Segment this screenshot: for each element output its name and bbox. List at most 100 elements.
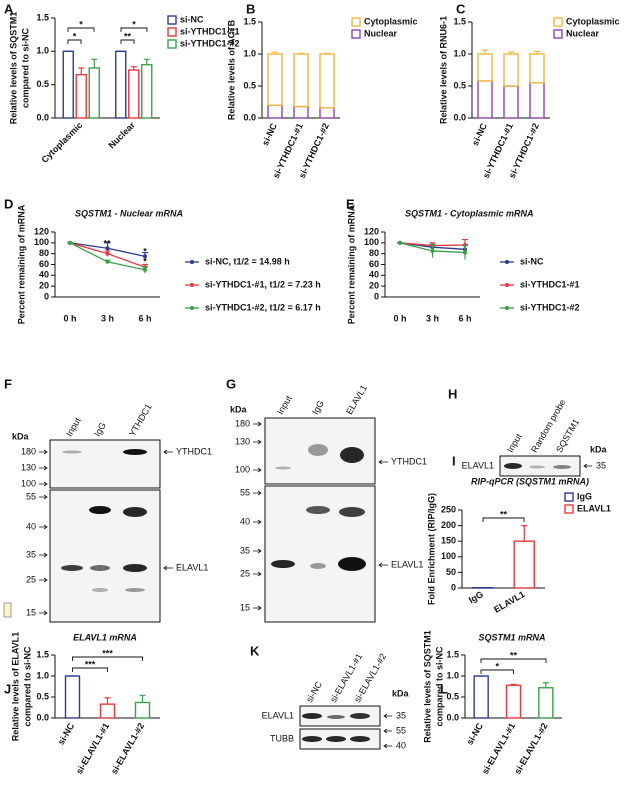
blot-band [350, 713, 370, 719]
chart-title: ELAVL1 mRNA [73, 632, 137, 642]
legend-marker [505, 306, 509, 310]
point [398, 240, 402, 245]
point [430, 248, 435, 253]
lane-label: YTHDC1 [127, 402, 154, 438]
marker-arrow [253, 519, 262, 525]
marker-arrow [253, 467, 262, 473]
y-tick-label: 150 [441, 536, 456, 546]
bar [64, 675, 81, 719]
blot-band [338, 557, 366, 571]
error-bar [91, 58, 98, 68]
marker-arrow [253, 421, 262, 427]
y-tick-label: 80 [39, 248, 49, 258]
panel-label: I [452, 453, 456, 468]
error-bar [510, 683, 517, 686]
significance-label: * [143, 246, 147, 256]
x-tick-label: Nuclear [106, 120, 137, 151]
significance-bracket [67, 39, 82, 44]
y-tick-label: 0.0 [453, 112, 466, 122]
marker-label: 35 [26, 549, 36, 559]
marker-label: 180 [235, 418, 250, 428]
legend-label: si-YTHDC1-#2 [180, 38, 240, 48]
blot-band [62, 450, 82, 454]
blot-band [504, 463, 522, 469]
y-axis-label: Percent remaining of mRNA [346, 204, 356, 324]
significance-label: ** [510, 650, 518, 660]
y-tick-label: 1.0 [243, 48, 256, 58]
error-bar [298, 52, 304, 54]
error-bar [508, 51, 514, 54]
y-tick-label: 0.5 [36, 691, 49, 701]
legend-label: ELAVL1 [577, 503, 611, 513]
significance-label: * [73, 31, 77, 41]
panel-label: D [4, 196, 13, 211]
x-tick-label: si-NC [260, 121, 279, 147]
chart-title: RIP-qPCR (SQSTM1 mRNA) [471, 476, 589, 486]
y-axis-label: compared to si-NC [20, 27, 30, 108]
y-tick-label: 120 [34, 226, 49, 236]
band-label: YTHDC1 [176, 446, 212, 456]
y-tick-label: 40 [39, 270, 49, 280]
legend-marker [190, 306, 194, 310]
y-axis-label: compared to si-NC [22, 646, 32, 727]
row-label: TUBB [270, 733, 294, 743]
bar [62, 50, 74, 119]
x-tick-label: si-NC [56, 721, 77, 747]
blot-membrane [499, 455, 581, 477]
significance-bracket [480, 658, 547, 663]
marker-label: 25 [26, 574, 36, 584]
y-axis-label: Percent remaining of mRNA [16, 204, 26, 324]
bar [128, 69, 140, 119]
y-tick-label: 0 [374, 291, 379, 301]
band-arrow [378, 562, 388, 568]
panel-label: K [250, 643, 260, 658]
y-tick-label: 1.5 [36, 649, 49, 659]
unit-label: kDa [392, 688, 410, 698]
y-axis-label: Fold Enrichment (RIP/IgG) [426, 493, 436, 605]
significance-label: ** [500, 509, 508, 519]
x-tick-label: Cytoplasmic [39, 120, 84, 165]
y-tick-label: 50 [446, 567, 456, 577]
y-tick-label: 1.5 [243, 16, 256, 26]
y-tick-label: 200 [441, 520, 456, 530]
error-bar [521, 525, 528, 542]
blot-band [529, 465, 545, 469]
y-tick-label: 20 [369, 281, 379, 291]
legend-label: si-YTHDC1-#2, t1/2 = 6.17 h [205, 302, 321, 312]
bar [267, 104, 283, 119]
significance-label: *** [85, 659, 96, 669]
legend-swatch [167, 39, 177, 49]
marker-label: 15 [26, 607, 36, 617]
marker-arrow [383, 743, 392, 749]
significance-label: *** [102, 648, 113, 658]
bar [115, 50, 127, 119]
y-tick-label: 60 [39, 259, 49, 269]
legend-marker [505, 260, 509, 264]
legend-label: Cytoplasmic [364, 16, 418, 26]
x-tick-label: si-ELAVL1-#2 [512, 721, 549, 776]
error-bar [272, 51, 278, 54]
blot-membrane [49, 439, 161, 489]
panel-label: J [4, 681, 11, 696]
marker-label: 130 [235, 436, 250, 446]
lane-label: Input [505, 431, 524, 454]
blot-band [553, 465, 571, 469]
y-tick-label: 1.0 [36, 670, 49, 680]
marker-label: 130 [21, 462, 36, 472]
bar [267, 53, 283, 106]
significance-bracket [120, 27, 148, 32]
bar [538, 687, 554, 719]
panel-label: H [448, 386, 457, 401]
x-tick-label: si-ELAVL1-#2 [109, 721, 146, 776]
blot-band [306, 506, 330, 514]
blot-band [123, 507, 147, 517]
marker-label: 15 [240, 602, 250, 612]
y-tick-label: 0.0 [243, 112, 256, 122]
y-tick-label: 120 [364, 226, 379, 236]
marker-arrow [39, 610, 48, 616]
marker-label: 180 [21, 446, 36, 456]
legend-label: si-NC [520, 256, 544, 266]
significance-label: ** [124, 31, 132, 41]
point [105, 246, 110, 251]
blot-band [89, 506, 111, 514]
